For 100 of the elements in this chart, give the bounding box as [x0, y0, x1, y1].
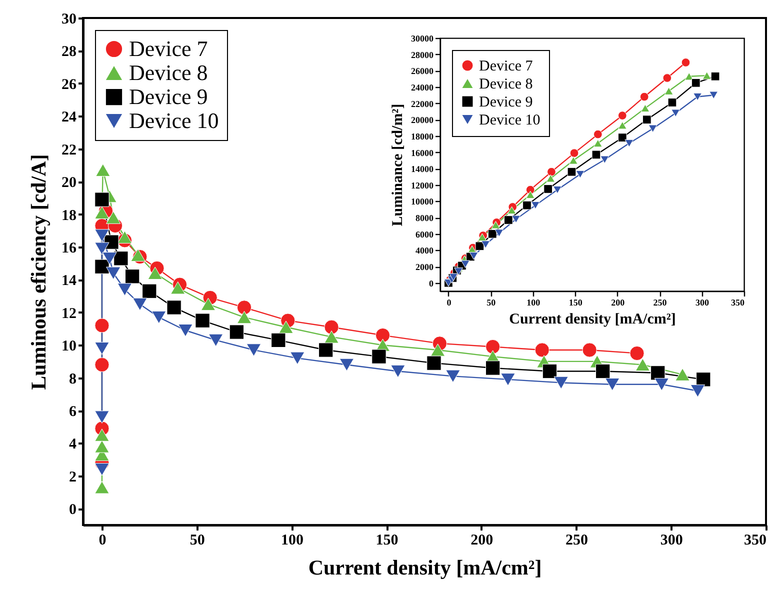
point [582, 342, 597, 358]
point [630, 346, 644, 361]
point [691, 78, 700, 88]
legend-label: Device 7 [479, 58, 534, 74]
point [290, 352, 305, 365]
point [618, 133, 627, 142]
point [675, 368, 690, 381]
point [542, 364, 558, 379]
x-tick-label: 350 [744, 532, 766, 548]
y-tick-label: 6000 [416, 229, 434, 240]
point [507, 206, 516, 214]
point [94, 242, 110, 255]
y-axis-title: Luminous eficiency [cd/A] [26, 154, 50, 390]
point [693, 92, 702, 101]
point [696, 372, 711, 387]
point [648, 124, 658, 132]
y-tick-label: 20 [62, 175, 76, 192]
legend-label: Device 10 [479, 112, 540, 128]
point [339, 358, 354, 372]
point [372, 349, 386, 364]
point [485, 339, 500, 354]
x-axis-title: Current density [mA/cm²] [509, 312, 676, 328]
point [96, 164, 110, 176]
point [229, 324, 244, 340]
point [125, 269, 140, 284]
point [671, 109, 680, 117]
point [494, 229, 504, 237]
point [324, 320, 339, 334]
y-tick-label: 4 [69, 436, 77, 453]
point [318, 342, 334, 358]
point [278, 320, 294, 334]
point [460, 260, 470, 268]
point [640, 104, 650, 112]
x-tick-label: 0 [446, 298, 452, 308]
point [94, 410, 110, 424]
x-tick-label: 250 [566, 532, 588, 548]
x-tick-label: 100 [280, 532, 304, 548]
point [246, 344, 262, 356]
point [390, 364, 406, 378]
point [106, 266, 121, 280]
point [208, 334, 224, 347]
point [488, 229, 497, 238]
y-tick-label: 10000 [411, 196, 434, 207]
point [650, 366, 666, 380]
point [522, 200, 532, 210]
y-tick-label: 18 [62, 208, 76, 224]
y-tick-label: 16 [62, 240, 77, 256]
point [554, 376, 568, 390]
y-tick-label: 0 [69, 502, 76, 518]
point [94, 481, 110, 494]
point [426, 356, 442, 370]
point [546, 174, 556, 182]
point [618, 121, 627, 130]
y-tick-label: 26 [62, 76, 77, 93]
y-tick-label: 12000 [411, 180, 434, 190]
point [576, 170, 585, 178]
x-tick-label: 50 [190, 532, 205, 548]
point [102, 252, 117, 265]
point [94, 463, 110, 476]
point [593, 139, 602, 148]
point [709, 91, 718, 99]
x-tick-label: 350 [731, 298, 745, 308]
y-tick-label: 26000 [411, 66, 434, 76]
y-tick-label: 18000 [411, 131, 434, 142]
point [94, 357, 110, 372]
point [481, 240, 490, 248]
point [94, 259, 110, 274]
x-tick-label: 200 [470, 532, 494, 548]
point [94, 206, 110, 219]
point [132, 298, 148, 311]
y-tick-label: 24000 [411, 82, 434, 92]
point [200, 298, 216, 311]
y-tick-label: 28 [62, 44, 76, 60]
y-tick-label: 20000 [411, 115, 434, 126]
point [500, 373, 516, 386]
point [475, 242, 484, 251]
y-tick-label: 22 [62, 142, 76, 158]
y-tick-label: 16000 [411, 148, 434, 158]
point [485, 360, 500, 376]
point [552, 186, 562, 194]
point [491, 221, 500, 229]
y-tick-label: 22000 [411, 98, 434, 109]
point [534, 342, 550, 358]
y-tick-label: 0 [429, 278, 434, 288]
point [106, 211, 121, 224]
x-tick-label: 300 [660, 532, 683, 548]
y-tick-label: 24 [62, 110, 77, 126]
point [596, 364, 610, 379]
point [640, 92, 649, 102]
point [593, 130, 602, 139]
point [605, 378, 620, 391]
point [195, 313, 210, 328]
point [662, 74, 672, 82]
y-tick-label: 2000 [416, 262, 434, 272]
point [117, 230, 132, 244]
x-tick-label: 50 [486, 298, 496, 308]
point [130, 248, 146, 262]
point [152, 310, 166, 324]
point [642, 115, 652, 124]
x-axis-title: Current density [mA/cm²] [308, 556, 542, 580]
